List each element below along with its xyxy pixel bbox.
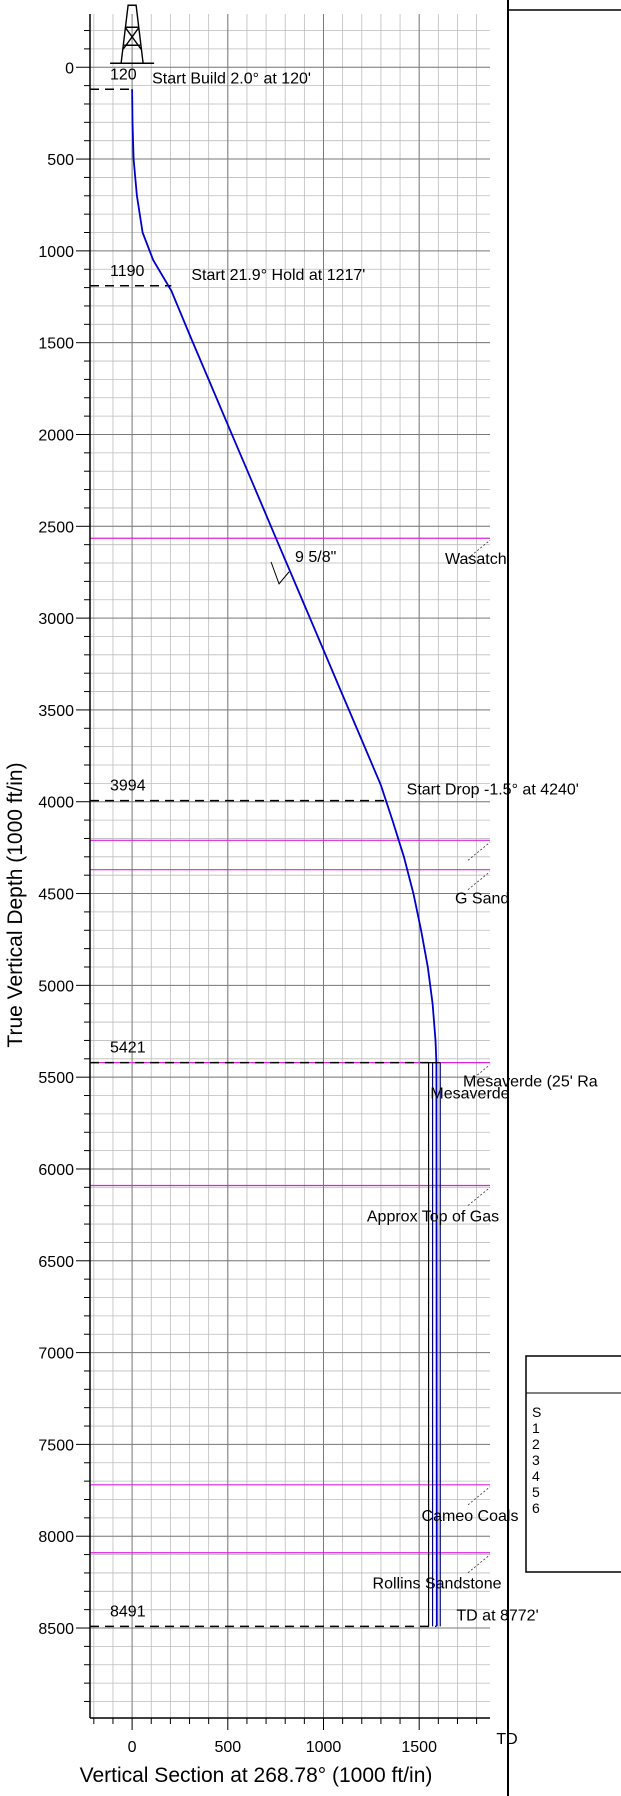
y-tick-label: 6500	[38, 1254, 74, 1271]
formation-leader	[467, 1486, 491, 1506]
formation-leader	[467, 871, 491, 890]
y-tick-label: 0	[65, 60, 74, 77]
formation-label: Wasatch	[445, 551, 507, 568]
side-table-cell: 1	[532, 1420, 540, 1436]
x-tick-label: 0	[128, 1739, 137, 1756]
plan-point-tvd-label: 3994	[110, 778, 146, 795]
side-table-cell: 5	[532, 1484, 540, 1500]
side-table-cell: 4	[532, 1468, 540, 1484]
plan-point-tvd-label: 5421	[110, 1040, 146, 1057]
td-label: TD	[496, 1731, 517, 1748]
formation-leader	[467, 1064, 491, 1083]
y-tick-label: 3000	[38, 611, 74, 628]
y-tick-label: 4000	[38, 795, 74, 812]
y-tick-label: 3500	[38, 703, 74, 720]
formation-label: Cameo Coals	[422, 1508, 519, 1525]
y-axis-label: True Vertical Depth (1000 ft/in)	[4, 762, 27, 1047]
plan-point-annotation: Start Build 2.0° at 120'	[152, 70, 311, 87]
formation-leader	[467, 1187, 491, 1206]
formation-label: Rollins Sandstone	[373, 1576, 502, 1593]
plan-point-annotation: Start Drop -1.5° at 4240'	[407, 782, 579, 799]
plan-point-tvd-label: 1190	[110, 263, 145, 280]
plan-point-tvd-label: 8491	[110, 1603, 146, 1620]
plan-point-tvd-label: 120	[110, 66, 137, 83]
formation-label: Approx Top of Gas	[367, 1209, 499, 1226]
y-tick-label: 1500	[38, 336, 74, 353]
y-tick-label: 6000	[38, 1162, 74, 1179]
formation-leader	[467, 841, 491, 861]
side-table-cell: 6	[532, 1500, 540, 1516]
formation-label: Mesaverde	[430, 1086, 509, 1103]
y-tick-label: 500	[47, 152, 74, 169]
y-tick-label: 2500	[38, 519, 74, 536]
y-tick-label: 4500	[38, 887, 74, 904]
y-tick-label: 8500	[38, 1621, 74, 1638]
y-tick-label: 8000	[38, 1529, 74, 1546]
side-table-frame	[525, 1355, 621, 1573]
well-path-line	[131, 89, 438, 1627]
x-tick-label: 1000	[306, 1739, 342, 1756]
formation-leader	[467, 539, 491, 559]
side-table-cell: S	[532, 1404, 541, 1420]
derrick-icon	[110, 4, 155, 64]
casing-shoe-icon	[270, 561, 290, 585]
x-tick-label: 500	[214, 1739, 241, 1756]
plan-point-annotation: TD at 8772'	[456, 1607, 538, 1624]
plan-point-annotation: Start 21.9° Hold at 1217'	[191, 267, 365, 284]
y-tick-label: 5500	[38, 1070, 74, 1087]
casing-shoe-label: 9 5/8"	[295, 549, 336, 566]
x-tick-label: 1500	[401, 1739, 437, 1756]
y-tick-label: 2000	[38, 427, 74, 444]
x-axis-label: Vertical Section at 268.78° (1000 ft/in)	[80, 1764, 433, 1787]
formation-label: G Sand	[455, 891, 509, 908]
y-tick-label: 7000	[38, 1346, 74, 1363]
y-tick-label: 7500	[38, 1437, 74, 1454]
y-tick-label: 1000	[38, 244, 74, 261]
y-tick-label: 5000	[38, 978, 74, 995]
formation-leader	[467, 1554, 491, 1574]
side-table-cell: 3	[532, 1452, 540, 1468]
formation-label: Mesaverde (25' Ra	[463, 1074, 598, 1091]
side-table-cell: 2	[532, 1436, 540, 1452]
